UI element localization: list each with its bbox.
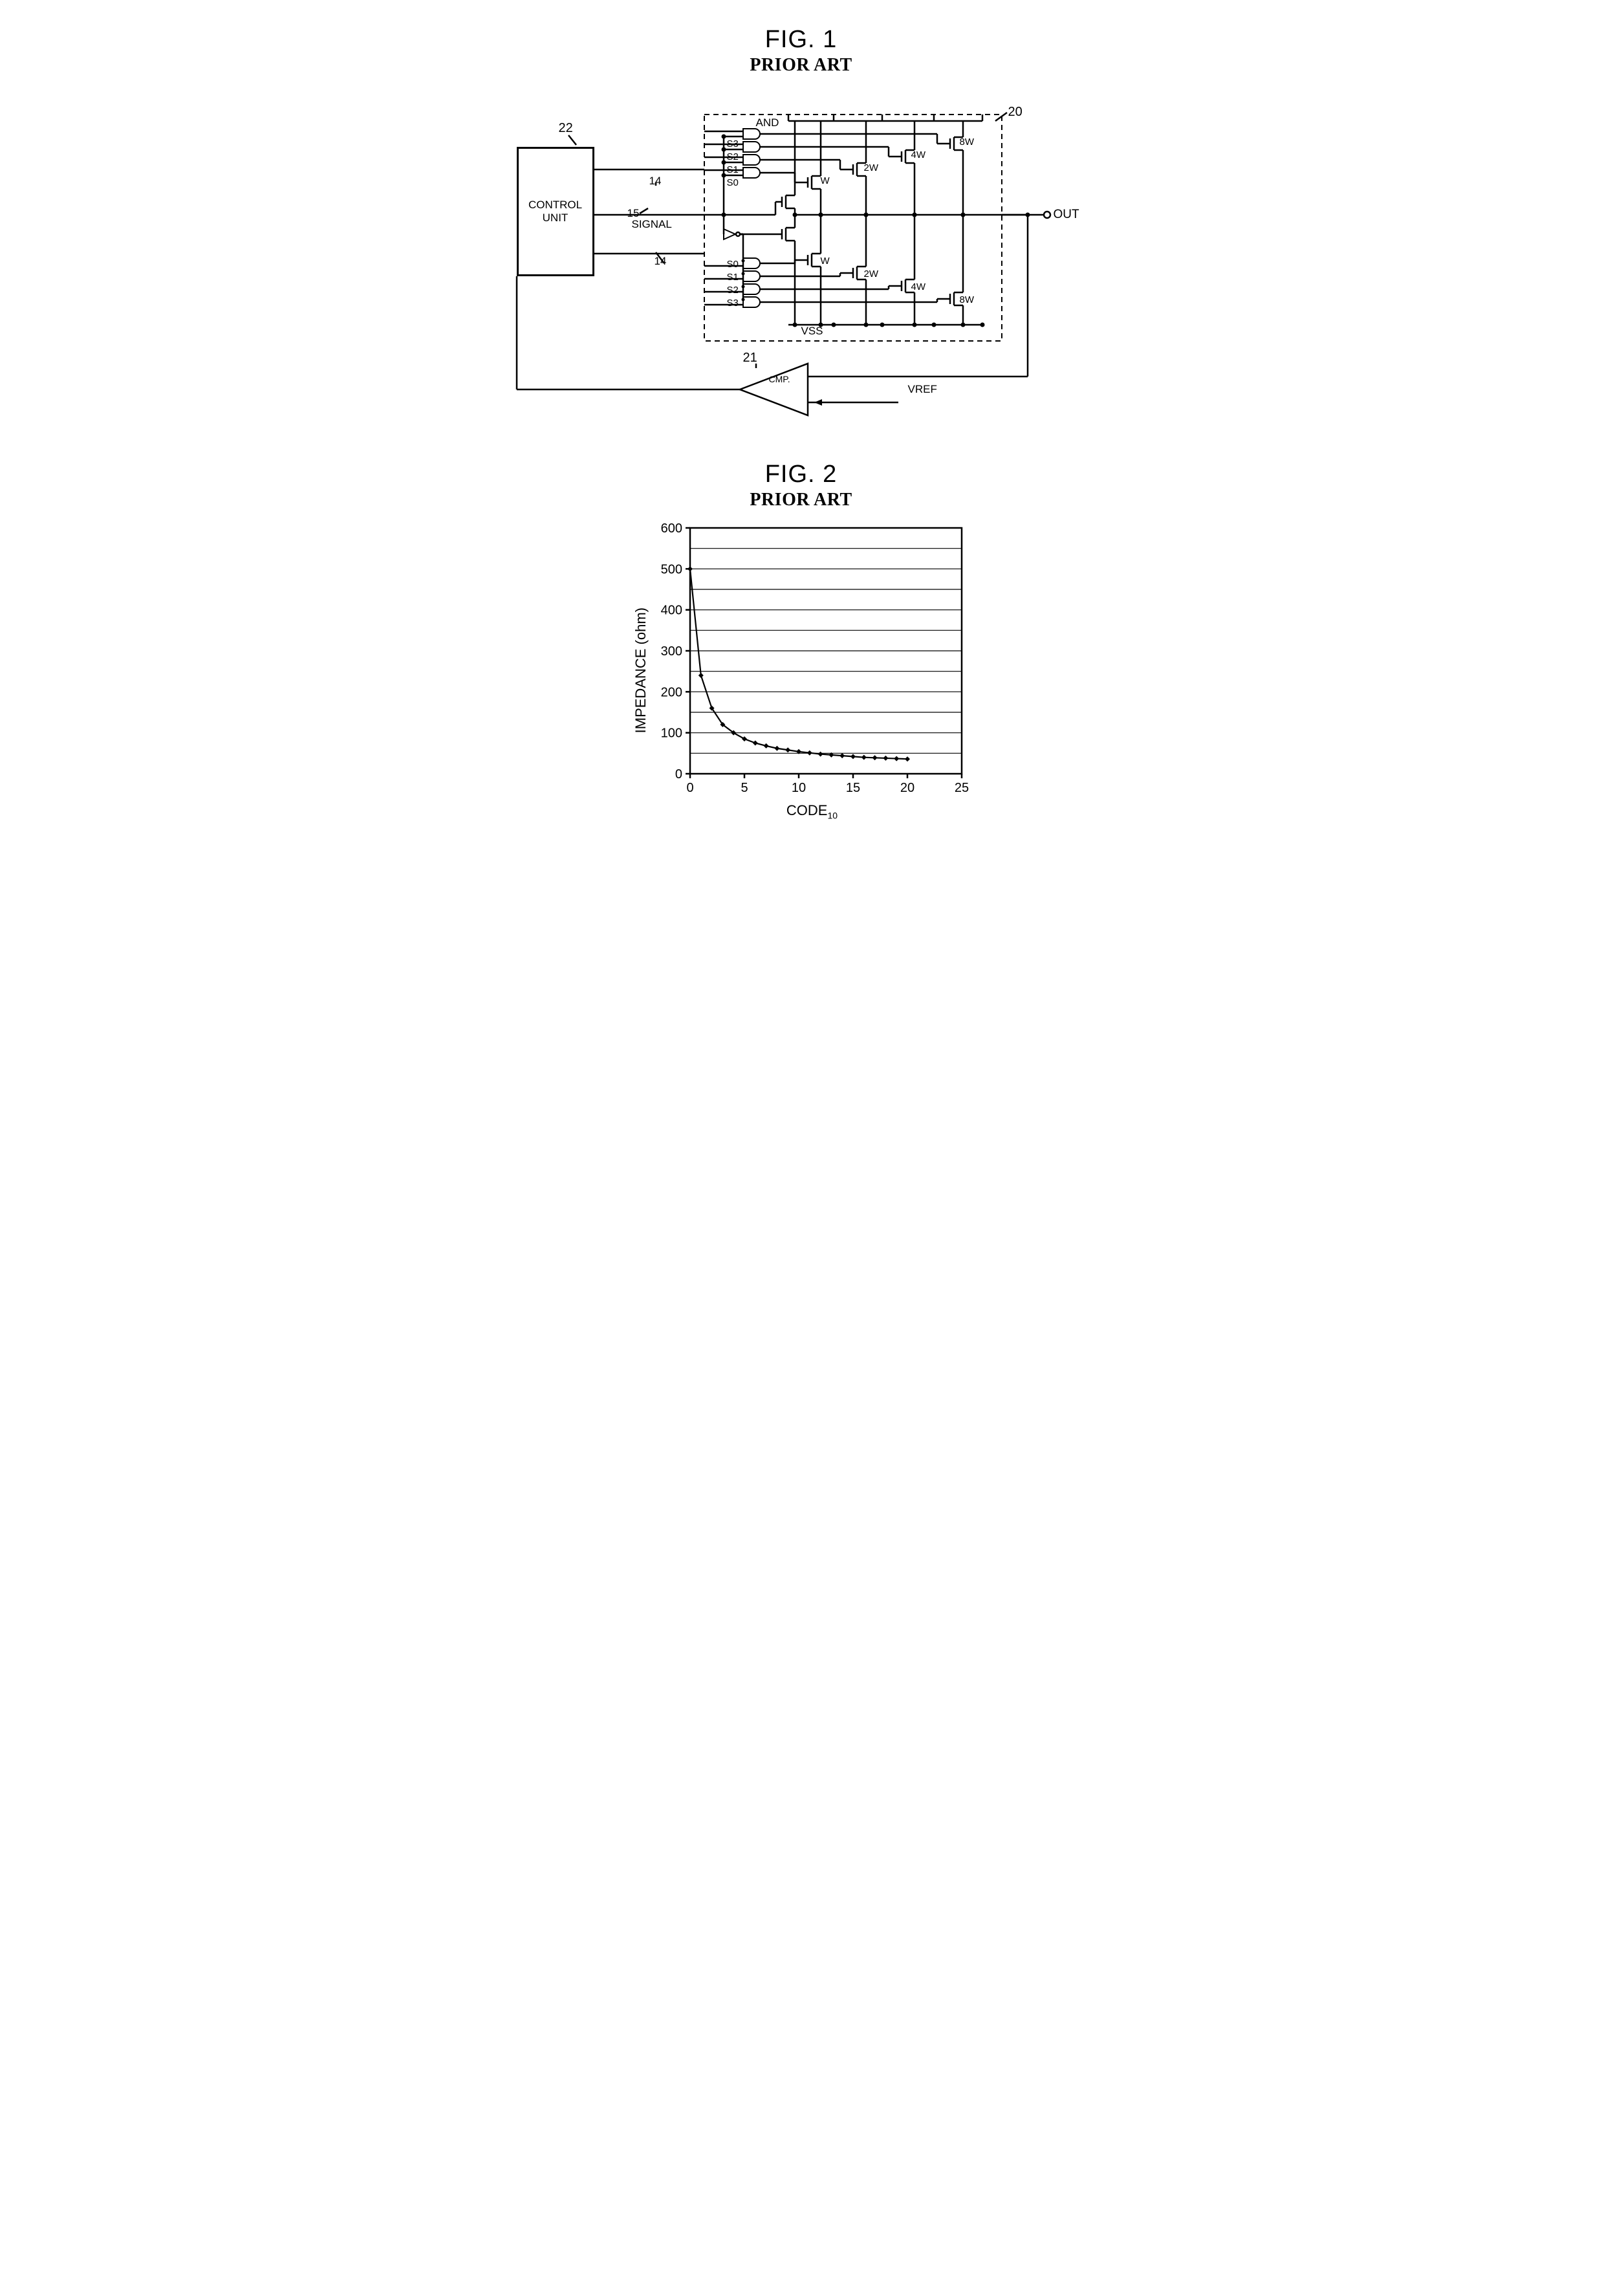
ref-14b: 14 [655, 255, 667, 268]
svg-text:10: 10 [792, 781, 806, 795]
fig2-title: FIG. 2 [765, 461, 838, 488]
2w-bot: 2W [864, 268, 879, 279]
svg-text:100: 100 [661, 727, 682, 741]
cmp-label: CMP. [769, 374, 790, 384]
control-unit-box: CONTROL UNIT [517, 147, 594, 276]
svg-text:400: 400 [661, 604, 682, 618]
ref-22: 22 [559, 121, 573, 136]
8w-bot: 8W [960, 294, 975, 305]
fig2-subtitle: PRIOR ART [750, 490, 852, 510]
4w-bot: 4W [911, 281, 926, 292]
svg-text:600: 600 [661, 521, 682, 536]
figure-2: FIG. 2 PRIOR ART IMPEDANCE (ohm) 0100200… [633, 461, 969, 820]
vref-label: VREF [908, 383, 937, 396]
s3-bot: S3 [727, 298, 739, 309]
svg-text:25: 25 [955, 781, 969, 795]
fig1-subtitle: PRIOR ART [750, 55, 852, 76]
svg-text:300: 300 [661, 644, 682, 659]
fig1-title: FIG. 1 [765, 26, 838, 54]
and-label: AND [756, 116, 779, 129]
circuit-diagram: CONTROL UNIT 22 20 21 14 14 15 SIGNAL AN… [510, 85, 1092, 422]
out-label: OUT [1054, 208, 1079, 222]
chart-xlabel: CODE10 [655, 802, 969, 820]
s2-bot: S2 [727, 285, 739, 296]
ref-21: 21 [743, 351, 757, 366]
ref-20: 20 [1008, 105, 1023, 120]
s2-top: S2 [727, 151, 739, 162]
chart-ylabel: IMPEDANCE (ohm) [633, 607, 649, 733]
s1-top: S1 [727, 164, 739, 175]
s0-bot: S0 [727, 259, 739, 270]
w-bot: W [821, 256, 830, 267]
svg-text:0: 0 [675, 767, 682, 782]
impedance-chart: 0 100 200 300 400 500 600 0 5 10 15 20 25 [655, 520, 969, 800]
svg-text:20: 20 [900, 781, 915, 795]
4w-top: 4W [911, 149, 926, 160]
control-unit-label: CONTROL UNIT [519, 199, 592, 225]
svg-text:15: 15 [846, 781, 860, 795]
vss-label: VSS [801, 325, 823, 338]
svg-text:5: 5 [741, 781, 748, 795]
w-top: W [821, 175, 830, 186]
8w-top: 8W [960, 137, 975, 148]
circuit-svg [510, 85, 1092, 422]
svg-text:0: 0 [686, 781, 693, 795]
chart-svg: 0 100 200 300 400 500 600 0 5 10 15 20 25 [655, 520, 969, 796]
ref-14a: 14 [649, 175, 662, 188]
s0-top: S0 [727, 177, 739, 188]
svg-text:500: 500 [661, 562, 682, 576]
figure-1: FIG. 1 PRIOR ART CONTROL UNIT 22 20 21 1… [510, 26, 1092, 422]
signal-label: SIGNAL [632, 218, 672, 231]
2w-top: 2W [864, 162, 879, 173]
svg-text:200: 200 [661, 685, 682, 699]
s1-bot: S1 [727, 272, 739, 283]
s3-top: S3 [727, 138, 739, 149]
